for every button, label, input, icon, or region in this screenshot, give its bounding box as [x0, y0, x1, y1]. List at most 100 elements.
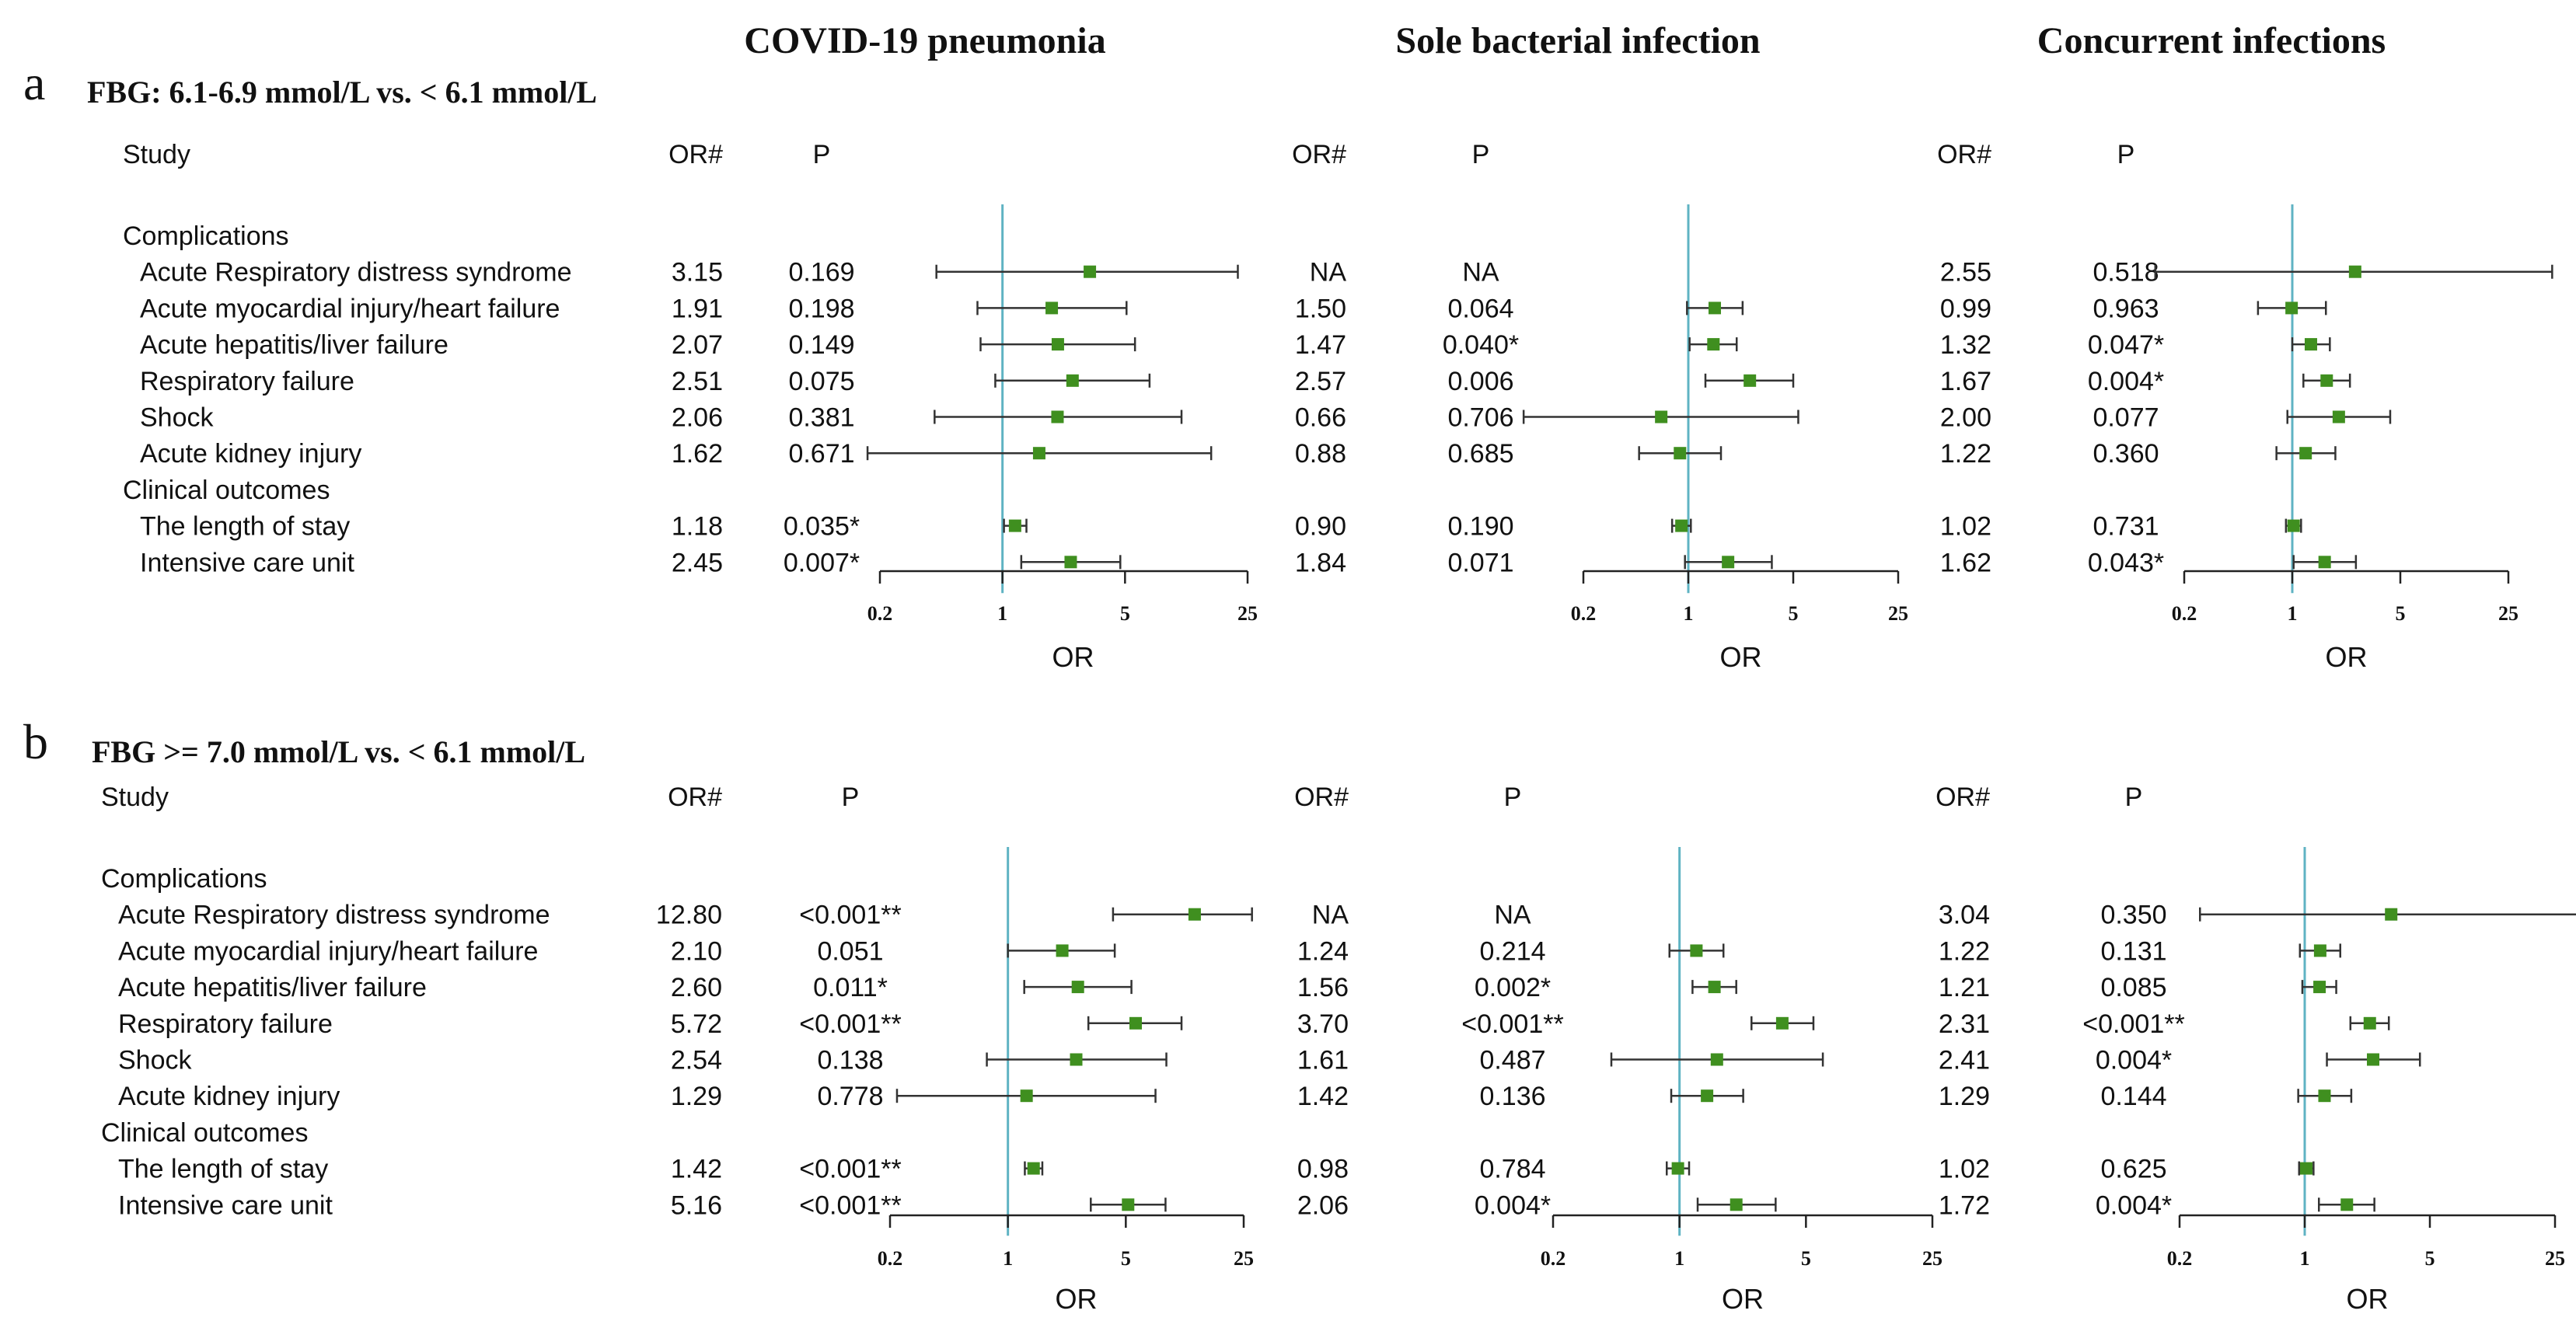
point-estimate [1071, 981, 1084, 994]
or-value: 1.42 [671, 1155, 722, 1184]
study-label: The length of stay [140, 512, 350, 542]
p-value: 0.214 [1479, 936, 1545, 966]
column-title: Sole bacterial infection [1395, 20, 1760, 61]
p-value: <0.001** [799, 1190, 901, 1220]
x-tick-label: 5 [1120, 602, 1130, 625]
or-value: 1.29 [671, 1082, 722, 1111]
p-value: 0.051 [817, 936, 883, 966]
or-value: NA [1312, 901, 1349, 930]
point-estimate [2385, 908, 2398, 921]
p-value: 0.350 [2100, 901, 2166, 930]
point-estimate [1070, 1053, 1083, 1066]
p-value: <0.001** [799, 901, 901, 930]
point-estimate [2299, 447, 2312, 460]
point-estimate [1129, 1016, 1143, 1030]
point-estimate [2299, 1162, 2312, 1175]
x-tick-label: 25 [1234, 1247, 1254, 1270]
x-axis-label: OR [1722, 1283, 1764, 1315]
or-value: 2.55 [1940, 258, 1991, 288]
or-value: 1.50 [1295, 294, 1346, 323]
or-value: 0.99 [1940, 294, 1991, 323]
study-label: Intensive care unit [140, 548, 354, 577]
p-value: <0.001** [2082, 1009, 2184, 1039]
x-tick-label: 5 [1801, 1247, 1811, 1270]
study-label: The length of stay [118, 1155, 328, 1184]
p-header: P [2125, 783, 2143, 812]
panel-letter: b [23, 714, 48, 769]
or-value: 2.45 [672, 548, 723, 577]
or-header: OR# [1935, 783, 1990, 812]
p-value: 0.006 [1447, 367, 1513, 396]
study-label: Respiratory failure [140, 367, 354, 396]
point-estimate [1707, 338, 1720, 351]
study-label: Acute Respiratory distress syndrome [140, 258, 572, 288]
or-value: 1.62 [1940, 548, 1991, 577]
point-estimate [1690, 944, 1703, 957]
p-header: P [813, 140, 831, 169]
p-value: 0.040* [1443, 330, 1519, 360]
or-value: 1.24 [1297, 936, 1349, 966]
p-value: <0.001** [799, 1009, 901, 1039]
or-value: 1.22 [1939, 936, 1990, 966]
p-value: 0.011* [813, 973, 888, 1002]
point-estimate [1064, 556, 1077, 569]
or-value: 1.29 [1939, 1082, 1990, 1111]
x-tick-label: 5 [2396, 602, 2406, 625]
or-value: 3.15 [672, 258, 723, 288]
study-label: Acute myocardial injury/heart failure [118, 936, 538, 966]
point-estimate [1027, 1162, 1040, 1175]
study-label: Shock [140, 403, 214, 433]
or-value: 1.18 [672, 512, 723, 542]
x-tick-label: 1 [1684, 602, 1694, 625]
or-value: 1.62 [672, 439, 723, 469]
study-label: Acute hepatitis/liver failure [118, 973, 427, 1002]
or-value: 1.84 [1295, 548, 1346, 577]
p-value: 0.077 [2093, 403, 2159, 433]
point-estimate [2313, 981, 2326, 994]
x-tick-label: 0.2 [878, 1247, 903, 1270]
p-value: 0.706 [1447, 403, 1513, 433]
or-value: 0.66 [1295, 403, 1346, 433]
column-title: COVID-19 pneumonia [744, 20, 1105, 61]
x-tick-label: 25 [1888, 602, 1908, 625]
p-value: 0.685 [1447, 439, 1513, 469]
or-value: 1.67 [1940, 367, 1991, 396]
point-estimate [1056, 944, 1069, 957]
or-value: NA [1310, 258, 1347, 288]
p-value: 0.963 [2093, 294, 2159, 323]
or-value: 1.56 [1297, 973, 1349, 1002]
panel-title: FBG >= 7.0 mmol/L vs. < 6.1 mmol/L [92, 734, 585, 769]
point-estimate [1701, 1089, 1714, 1103]
p-value: 0.625 [2100, 1155, 2166, 1184]
x-tick-label: 1 [2300, 1247, 2310, 1270]
point-estimate [2348, 265, 2361, 278]
point-estimate [1051, 338, 1064, 351]
x-tick-label: 0.2 [1541, 1247, 1566, 1270]
p-value: 0.131 [2100, 936, 2166, 966]
p-value: 0.071 [1447, 548, 1513, 577]
x-tick-label: 25 [2545, 1247, 2565, 1270]
x-tick-label: 1 [1003, 1247, 1013, 1270]
study-label: Acute Respiratory distress syndrome [118, 901, 550, 930]
study-label: Acute myocardial injury/heart failure [140, 294, 560, 323]
point-estimate [2318, 556, 2331, 569]
point-estimate [1674, 447, 1687, 460]
or-value: 0.98 [1297, 1155, 1349, 1184]
p-value: 0.671 [788, 439, 854, 469]
point-estimate [2313, 944, 2326, 957]
p-value: 0.487 [1479, 1046, 1545, 1075]
or-value: 1.91 [672, 294, 723, 323]
point-estimate [1730, 1198, 1743, 1211]
or-value: 0.88 [1295, 439, 1346, 469]
point-estimate [2318, 1089, 2331, 1103]
point-estimate [1744, 374, 1757, 387]
x-axis-label: OR [1052, 641, 1094, 673]
or-value: 2.07 [672, 330, 723, 360]
or-value: 1.02 [1939, 1155, 1990, 1184]
p-header: P [1472, 140, 1490, 169]
panel-a: a FBG: 6.1-6.9 mmol/L vs. < 6.1 mmol/L Stu… [23, 55, 2553, 673]
p-value: 0.064 [1447, 294, 1513, 323]
p-value: 0.360 [2093, 439, 2159, 469]
p-value: 0.784 [1479, 1155, 1545, 1184]
